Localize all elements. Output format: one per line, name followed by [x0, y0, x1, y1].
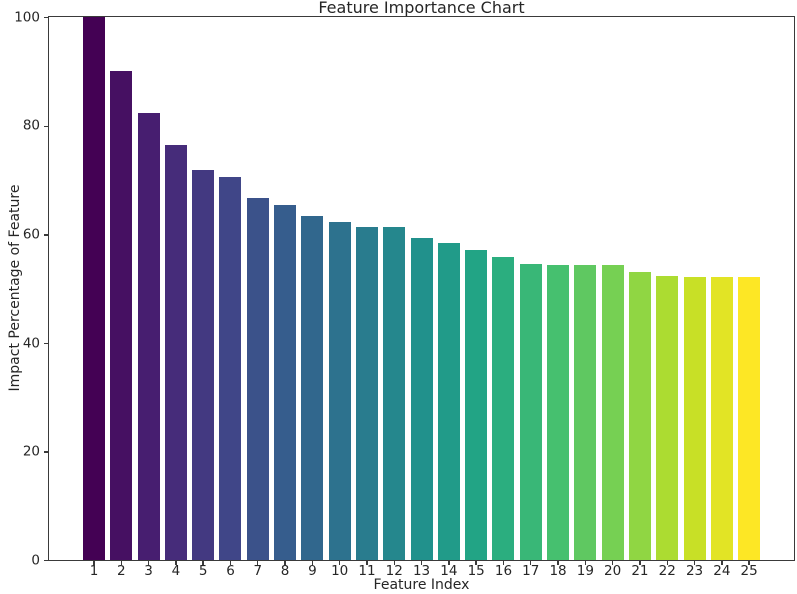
x-tick-label: 3: [144, 563, 153, 579]
x-tick-mark: [120, 561, 122, 565]
y-tick-mark: [44, 234, 48, 236]
x-tick-label: 14: [440, 563, 458, 579]
bar-10: [328, 222, 351, 560]
x-tick-label: 1: [89, 563, 99, 579]
bar-24: [710, 276, 733, 560]
x-tick-mark: [393, 561, 395, 565]
x-tick-mark: [420, 561, 423, 565]
y-tick-label: 20: [22, 443, 40, 460]
bar-9: [301, 215, 324, 560]
x-tick-mark: [748, 561, 750, 565]
x-tick-label: 15: [467, 563, 485, 579]
x-tick-label: 10: [331, 563, 349, 579]
bar-12: [383, 227, 406, 560]
x-tick-label: 20: [604, 563, 622, 579]
bar-8: [274, 205, 297, 560]
x-tick-label: 16: [494, 563, 513, 579]
bar-25: [738, 277, 761, 560]
x-tick-mark: [639, 561, 641, 565]
x-tick-label: 23: [685, 563, 704, 579]
y-tick-label: 60: [22, 226, 40, 243]
bar-16: [492, 257, 515, 560]
x-tick-label: 12: [385, 563, 403, 579]
x-tick-mark: [284, 561, 286, 565]
bar-4: [164, 144, 187, 560]
x-tick-mark: [175, 561, 177, 565]
x-tick-label: 6: [226, 563, 235, 579]
x-tick-label: 11: [358, 563, 376, 579]
x-tick-mark: [475, 561, 477, 565]
bar-13: [410, 237, 433, 560]
x-tick-mark: [693, 561, 696, 565]
y-tick-label: 80: [22, 117, 40, 134]
x-tick-mark: [202, 561, 204, 565]
bar-3: [137, 113, 160, 560]
plot-area: [48, 16, 795, 561]
bar-19: [574, 264, 597, 560]
x-tick-mark: [584, 561, 587, 565]
y-axis-label: Impact Percentage of Feature: [7, 184, 23, 392]
x-tick-mark: [147, 561, 150, 565]
bars-container: [49, 17, 794, 560]
x-tick-mark: [611, 561, 614, 565]
bar-21: [628, 271, 651, 560]
x-tick-mark: [311, 561, 314, 565]
x-tick-mark: [229, 561, 232, 565]
x-tick-mark: [448, 561, 450, 565]
x-tick-label: 7: [253, 563, 263, 579]
x-tick-label: 2: [117, 563, 126, 579]
x-tick-mark: [721, 561, 723, 565]
x-tick-mark: [257, 561, 259, 565]
y-tick-mark: [44, 125, 48, 127]
x-tick-label: 17: [522, 563, 540, 579]
bar-5: [192, 170, 215, 560]
bar-22: [656, 275, 679, 560]
bar-2: [110, 71, 133, 560]
bar-11: [355, 226, 378, 560]
bar-15: [465, 249, 488, 560]
x-tick-mark: [366, 561, 368, 565]
bar-1: [83, 17, 105, 560]
bar-14: [437, 242, 460, 560]
y-tick-mark: [44, 451, 48, 453]
x-tick-mark: [666, 561, 668, 565]
x-tick-label: 18: [549, 563, 567, 579]
chart-title: Feature Importance Chart: [318, 0, 525, 17]
x-tick-label: 4: [171, 563, 181, 579]
bar-23: [683, 276, 706, 560]
x-tick-label: 21: [631, 563, 649, 579]
y-tick-mark: [44, 342, 48, 345]
x-tick-label: 19: [576, 563, 594, 579]
y-tick-label: 40: [22, 334, 40, 351]
x-tick-label: 22: [658, 563, 676, 579]
x-tick-mark: [557, 561, 559, 565]
x-tick-label: 25: [740, 563, 758, 579]
bar-17: [519, 264, 542, 560]
y-tick-mark: [44, 560, 48, 562]
x-axis-label: Feature Index: [373, 577, 470, 593]
y-tick-mark: [44, 17, 48, 19]
y-tick-label: 0: [31, 551, 40, 568]
bar-20: [601, 265, 624, 560]
bar-6: [219, 177, 242, 560]
bar-18: [547, 264, 570, 560]
x-tick-mark: [502, 561, 505, 565]
x-tick-label: 8: [280, 563, 290, 579]
x-tick-label: 24: [713, 563, 731, 579]
bar-7: [246, 197, 269, 560]
x-tick-mark: [338, 561, 341, 565]
x-tick-label: 9: [308, 563, 317, 579]
y-tick-label: 100: [14, 8, 40, 25]
x-tick-label: 13: [412, 563, 431, 579]
x-tick-mark: [530, 561, 532, 565]
x-tick-mark: [93, 561, 95, 565]
x-tick-label: 5: [198, 563, 208, 579]
